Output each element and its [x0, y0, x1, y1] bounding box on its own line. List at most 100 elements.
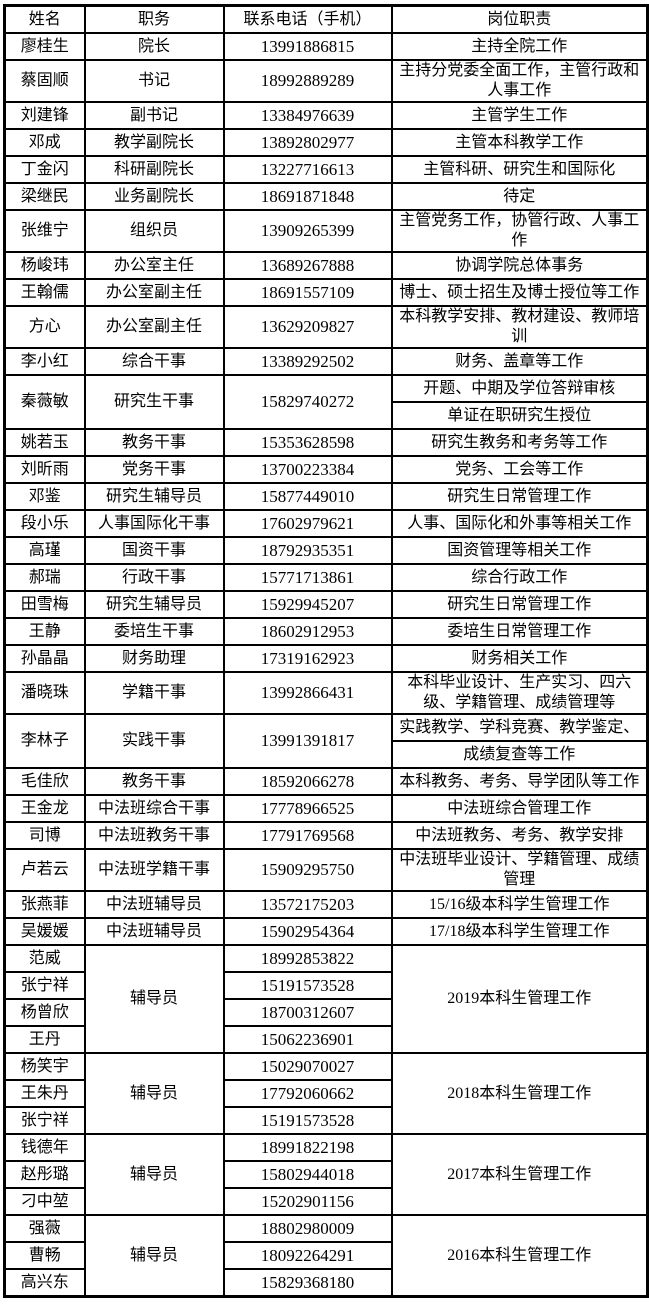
phone-cell: 15771713861	[222, 563, 393, 592]
table-row: 郝瑞 行政干事 15771713861 综合行政工作	[3, 563, 649, 592]
name-cell: 邓成	[3, 128, 86, 157]
duty-cell: 中法班综合管理工作	[390, 794, 649, 823]
duty-cell: 15/16级本科学生管理工作	[390, 890, 649, 919]
name-cell: 卢若云	[3, 848, 86, 892]
duty-cell: 协调学院总体事务	[390, 251, 649, 280]
table-row: 司博 中法班教务干事 17791769568 中法班教务、考务、教学安排	[3, 821, 649, 850]
table-row: 段小乐 人事国际化干事 17602979621 人事、国际化和外事等相关工作	[3, 509, 649, 538]
phone-cell: 17319162923	[222, 644, 393, 673]
position-cell: 辅导员	[83, 1052, 225, 1135]
phone-cell: 15062236901	[222, 1025, 393, 1054]
table-row: 李林子 实践干事 13991391817 实践教学、学科竞赛、教学鉴定、	[3, 713, 649, 769]
table-body: 廖桂生 院长 13991886815 主持全院工作 蔡固顺 书记 18992889289 主持…	[3, 32, 649, 1298]
duty-cell: 党务、工会等工作	[390, 455, 649, 484]
name-cell: 秦薇敏	[3, 374, 86, 430]
duty-cell: 17/18级本科学生管理工作	[390, 917, 649, 946]
phone-cell: 17778966525	[222, 794, 393, 823]
position-cell: 国资干事	[83, 536, 225, 565]
duty-cell: 中法班教务、考务、教学安排	[390, 821, 649, 850]
duty-cell: 主管科研、研究生和国际化	[390, 155, 649, 184]
name-cell: 蔡固顺	[3, 59, 86, 103]
duty-cell: 博士、硕士招生及博士授位等工作	[390, 278, 649, 307]
table-row: 钱德年 辅导员 18991822198 2017本科生管理工作	[3, 1133, 649, 1216]
phone-cell: 15029070027	[222, 1052, 393, 1081]
position-cell: 中法班教务干事	[83, 821, 225, 850]
duty-cell: 开题、中期及学位答辩审核	[390, 374, 649, 403]
name-cell: 潘晓珠	[3, 671, 86, 715]
name-cell: 姚若玉	[3, 428, 86, 457]
position-cell: 书记	[83, 59, 225, 103]
phone-cell: 15829368180	[222, 1268, 393, 1298]
position-cell: 实践干事	[83, 713, 225, 769]
table-row: 高兴东 15829368180	[3, 1268, 648, 1298]
table-row: 王丹 15062236901	[3, 1025, 648, 1054]
name-cell: 刁中堃	[3, 1187, 86, 1216]
name-cell: 李小红	[3, 347, 86, 376]
duty-cell: 主持分党委全面工作，主管行政和人事工作	[390, 59, 649, 103]
position-cell: 辅导员	[83, 944, 225, 1054]
table-row: 范威 辅导员 18992853822 2019本科生管理工作	[3, 944, 649, 1054]
name-cell: 段小乐	[3, 509, 86, 538]
name-cell: 张宁祥	[3, 1106, 86, 1135]
name-cell: 王金龙	[3, 794, 86, 823]
name-cell: 丁金闪	[3, 155, 86, 184]
name-cell: 曹畅	[3, 1241, 86, 1270]
table-row: 王静 委培生干事 18602912953 委培生日常管理工作	[3, 617, 649, 646]
name-cell: 毛佳欣	[3, 767, 86, 796]
table-row: 高瑾 国资干事 18792935351 国资管理等相关工作	[3, 536, 649, 565]
position-cell: 科研副院长	[83, 155, 225, 184]
position-cell: 副书记	[83, 101, 225, 130]
table-row: 方心 办公室副主任 13629209827 本科教学安排、教材建设、教师培训	[3, 305, 649, 349]
phone-cell: 15909295750	[222, 848, 393, 892]
position-cell: 党务干事	[83, 455, 225, 484]
table-row: 成绩复查等工作	[5, 740, 649, 769]
position-cell: 研究生干事	[83, 374, 225, 430]
name-cell: 钱德年	[3, 1133, 86, 1162]
duty-cell: 实践教学、学科竞赛、教学鉴定、	[390, 713, 649, 742]
position-cell: 教务干事	[83, 428, 225, 457]
header-duty: 岗位职责	[390, 4, 649, 34]
name-cell: 强薇	[3, 1214, 86, 1243]
duty-cell: 本科教务、考务、导学团队等工作	[390, 767, 649, 796]
phone-cell: 13384976639	[222, 101, 393, 130]
duty-cell: 2018本科生管理工作	[390, 1052, 649, 1135]
name-cell: 王翰儒	[3, 278, 86, 307]
table-row: 孙晶晶 财务助理 17319162923 财务相关工作	[3, 644, 649, 673]
name-cell: 高瑾	[3, 536, 86, 565]
position-cell: 研究生辅导员	[83, 482, 225, 511]
phone-cell: 17792060662	[222, 1079, 393, 1108]
duty-cell: 本科毕业设计、生产实习、四六级、学籍管理、成绩管理等	[390, 671, 649, 715]
table-row: 李小红 综合干事 13389292502 财务、盖章等工作	[3, 347, 649, 376]
table-row: 强薇 辅导员 18802980009 2016本科生管理工作	[3, 1214, 649, 1298]
name-cell: 廖桂生	[3, 32, 86, 61]
table-row: 王翰儒 办公室副主任 18691557109 博士、硕士招生及博士授位等工作	[3, 278, 649, 307]
duty-cell: 主管党务工作，协管行政、人事工作	[390, 209, 649, 253]
name-cell: 赵彤璐	[3, 1160, 86, 1189]
position-cell: 办公室副主任	[83, 305, 225, 349]
duty-cell: 研究生日常管理工作	[390, 590, 649, 619]
table-row: 刘建锋 副书记 13384976639 主管学生工作	[3, 101, 649, 130]
name-cell: 范威	[3, 944, 86, 973]
phone-cell: 13227716613	[222, 155, 393, 184]
phone-cell: 15802944018	[222, 1160, 393, 1189]
position-cell: 教学副院长	[83, 128, 225, 157]
duty-cell: 2017本科生管理工作	[390, 1133, 649, 1216]
name-cell: 张维宁	[3, 209, 86, 253]
duty-cell: 2016本科生管理工作	[390, 1214, 649, 1298]
table-row: 卢若云 中法班学籍干事 15909295750 中法班毕业设计、学籍管理、成绩管理	[3, 848, 649, 892]
table-row: 曹畅 18092264291	[3, 1241, 648, 1270]
phone-cell: 18792935351	[222, 536, 393, 565]
duty-cell: 委培生日常管理工作	[390, 617, 649, 646]
header-name: 姓名	[3, 4, 86, 34]
phone-cell: 15929945207	[222, 590, 393, 619]
name-cell: 梁继民	[3, 182, 86, 211]
phone-cell: 13991886815	[222, 32, 393, 61]
table-row: 潘晓珠 学籍干事 13992866431 本科毕业设计、生产实习、四六级、学籍管理、成…	[3, 671, 649, 715]
phone-cell: 18700312607	[222, 998, 393, 1027]
phone-cell: 18691557109	[222, 278, 393, 307]
position-cell: 委培生干事	[83, 617, 225, 646]
position-cell: 综合干事	[83, 347, 225, 376]
duty-cell: 财务、盖章等工作	[390, 347, 649, 376]
table-row: 邓成 教学副院长 13892802977 主管本科教学工作	[3, 128, 649, 157]
name-cell: 杨曾欣	[3, 998, 86, 1027]
